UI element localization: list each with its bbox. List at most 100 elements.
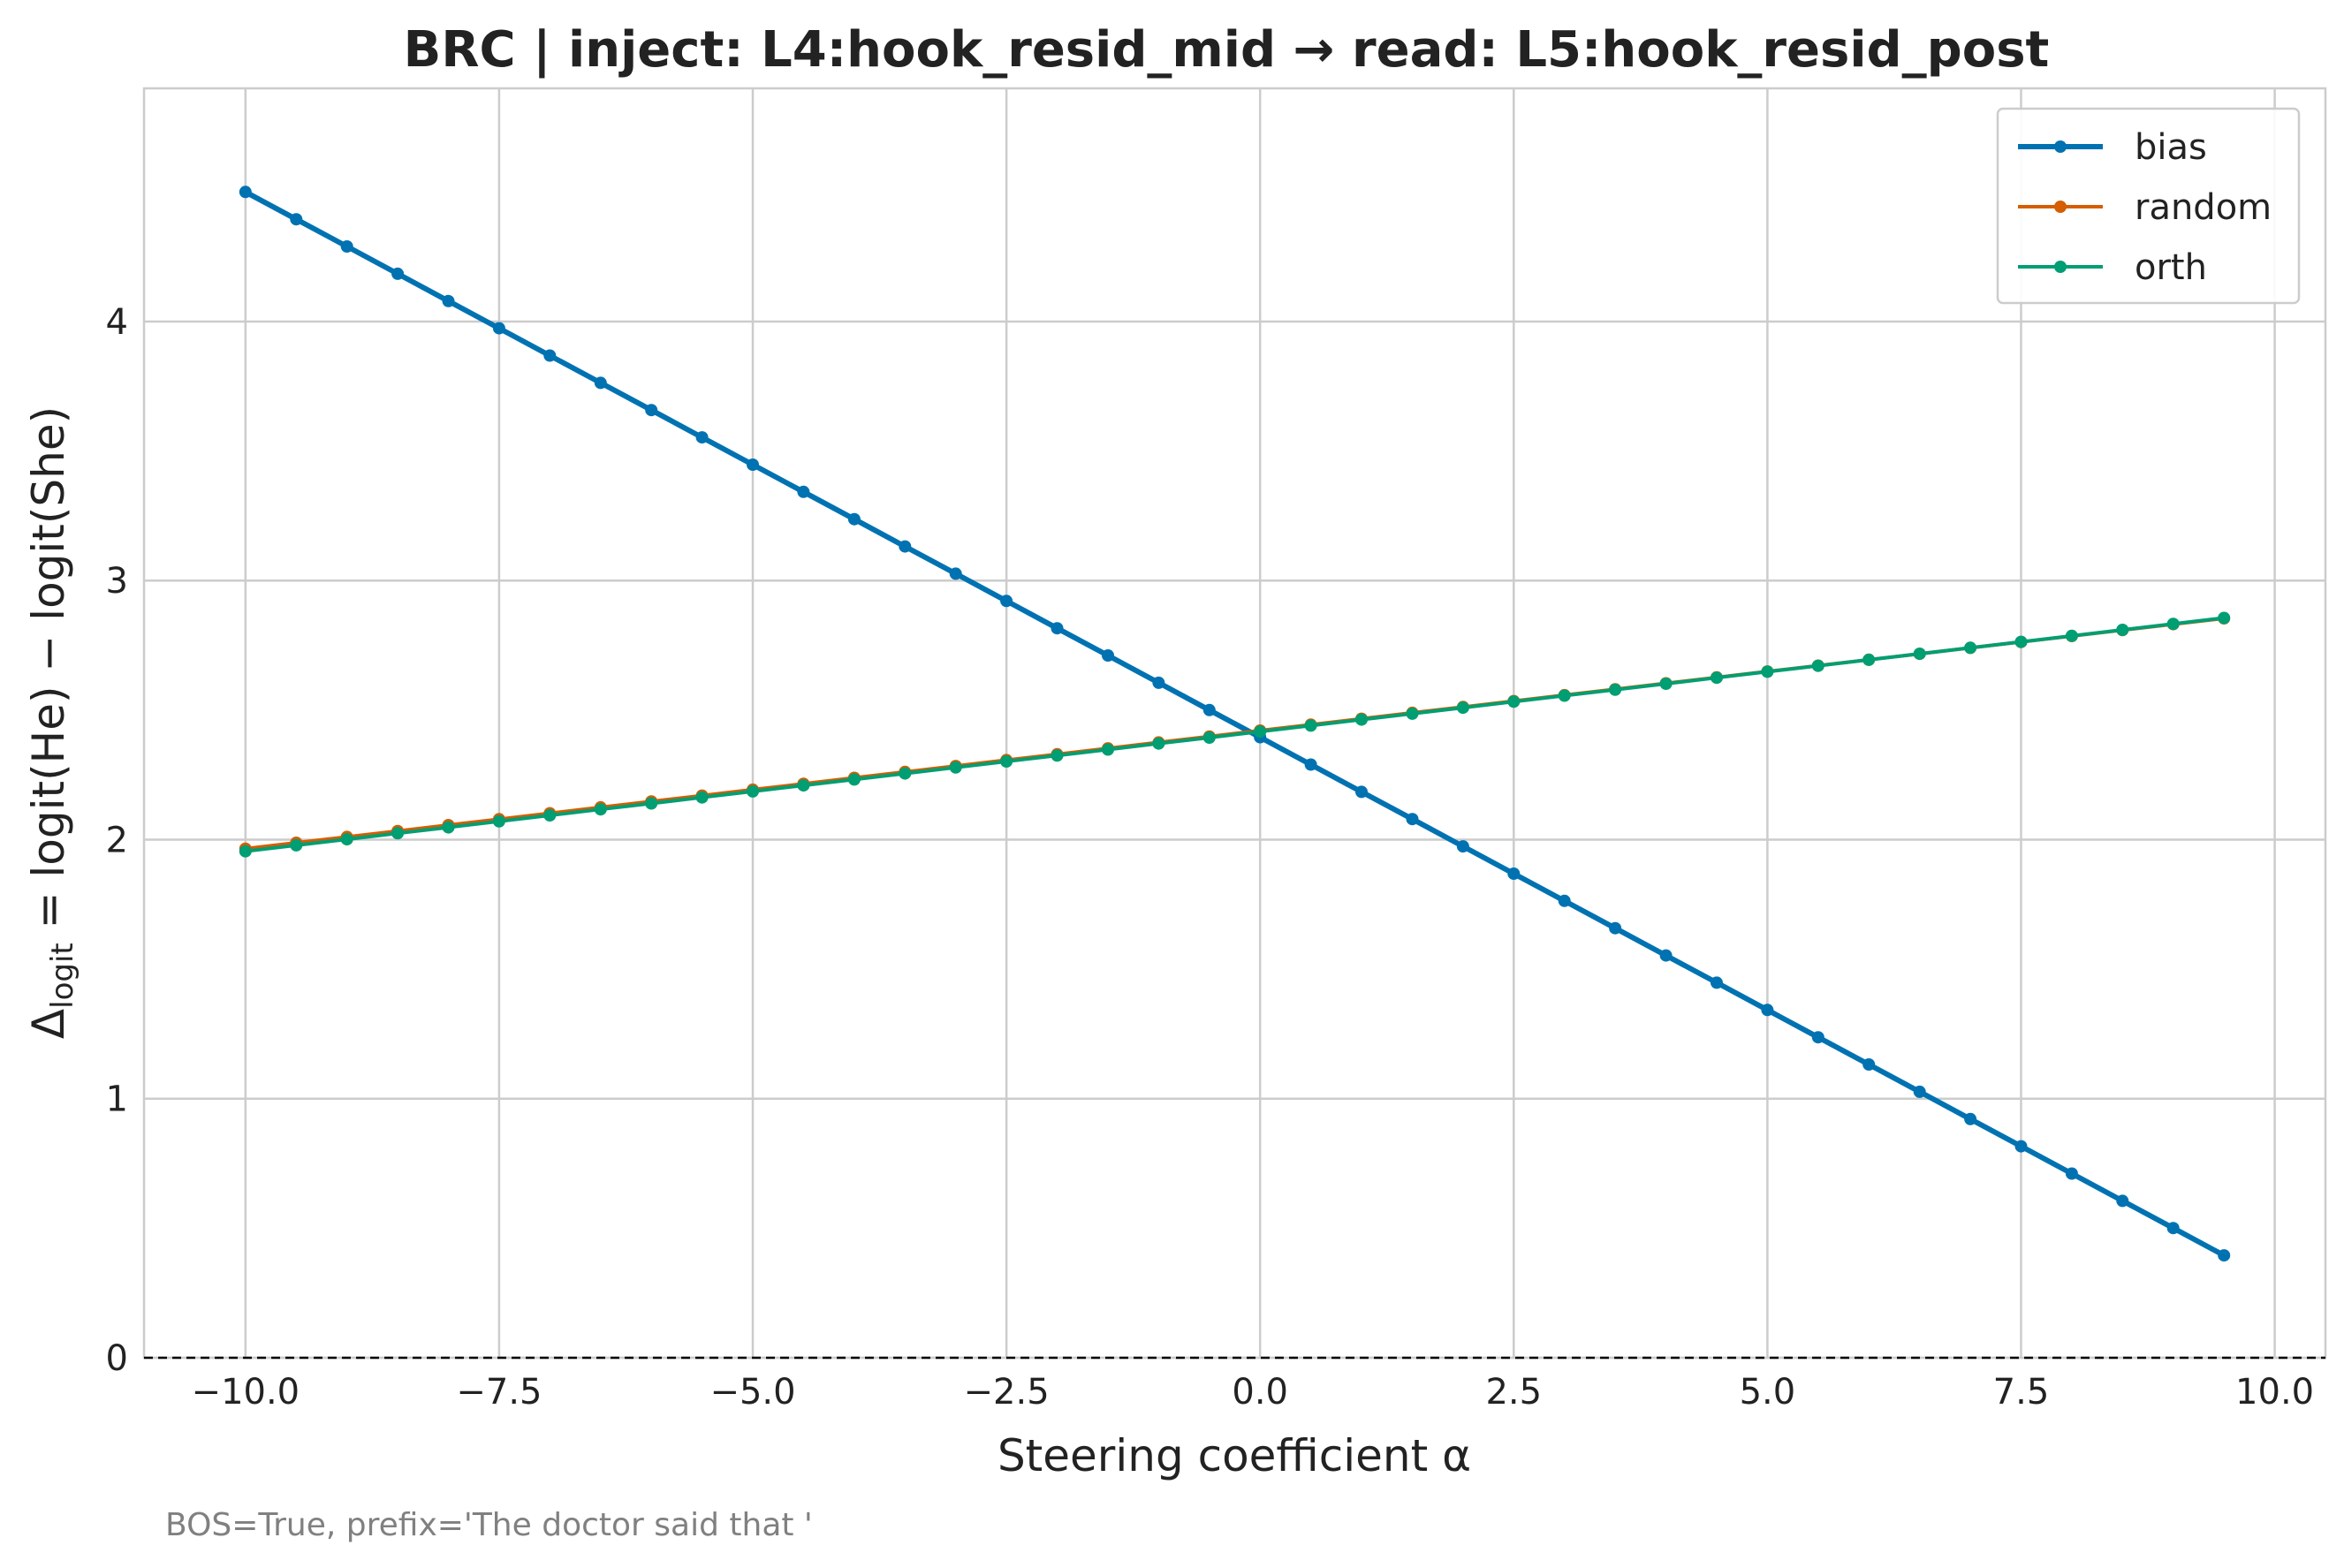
data-point-bias	[1964, 1112, 1977, 1125]
data-point-orth	[492, 814, 505, 828]
data-point-orth	[645, 797, 658, 810]
data-point-orth	[1000, 755, 1013, 768]
chart-title: BRC | inject: L4:hook_resid_mid → read: …	[404, 21, 2050, 79]
data-point-bias	[2166, 1222, 2180, 1235]
x-tick-label: −10.0	[192, 1372, 300, 1413]
data-point-orth	[1406, 707, 1419, 720]
data-point-orth	[1254, 725, 1267, 739]
data-point-bias	[1406, 813, 1419, 826]
data-point-bias	[543, 349, 557, 362]
x-tick-label: 5.0	[1740, 1372, 1796, 1413]
x-tick-label: 7.5	[1993, 1372, 2050, 1413]
data-point-orth	[290, 838, 303, 852]
y-axis-label: Δlogit = logit(He) − logit(She)	[23, 406, 80, 1039]
data-point-bias	[1102, 649, 1114, 662]
data-point-orth	[2166, 617, 2180, 631]
y-axis-label-prefix: Δ	[23, 1009, 74, 1039]
footnote: BOS=True, prefix='The doctor said that '	[165, 1507, 813, 1543]
data-point-bias	[695, 431, 709, 444]
data-point-bias	[1355, 785, 1368, 799]
x-tick-label: −5.0	[709, 1372, 795, 1413]
data-point-orth	[847, 773, 861, 786]
data-point-bias	[645, 404, 658, 417]
data-point-orth	[1811, 659, 1824, 672]
data-point-bias	[1051, 622, 1064, 635]
data-point-bias	[594, 376, 607, 390]
data-point-orth	[1964, 641, 1977, 655]
data-point-bias	[1000, 595, 1013, 608]
data-point-bias	[442, 294, 455, 307]
x-axis-ticks: −10.0 −7.5 −5.0 −2.5 0.0 2.5 5.0 7.5 10.0	[192, 1372, 2315, 1413]
legend-marker-random	[2054, 201, 2067, 213]
data-point-bias	[1711, 976, 1723, 989]
legend-label-bias: bias	[2135, 127, 2207, 168]
data-point-bias	[2065, 1167, 2078, 1180]
data-point-orth	[949, 761, 962, 774]
data-point-orth	[1456, 701, 1469, 715]
data-point-bias	[1304, 758, 1317, 771]
data-point-bias	[797, 485, 810, 498]
y-axis-label-suffix: = logit(He) − logit(She)	[23, 406, 74, 943]
data-point-orth	[797, 779, 810, 792]
data-point-orth	[543, 809, 557, 822]
data-point-bias	[1862, 1058, 1876, 1071]
legend-marker-bias	[2054, 140, 2067, 153]
data-point-orth	[1507, 695, 1521, 708]
data-point-orth	[239, 845, 252, 858]
data-point-orth	[1102, 743, 1114, 756]
data-point-bias	[1558, 894, 1571, 907]
data-point-orth	[442, 821, 455, 834]
legend-label-random: random	[2135, 187, 2272, 228]
data-point-bias	[340, 240, 353, 253]
x-tick-label: −7.5	[456, 1372, 542, 1413]
x-tick-label: 0.0	[1232, 1372, 1288, 1413]
legend-box	[1996, 107, 2301, 305]
data-point-bias	[1761, 1004, 1774, 1017]
data-point-orth	[2116, 624, 2129, 636]
y-tick-label: 4	[106, 302, 128, 343]
x-tick-label: 10.0	[2235, 1372, 2314, 1413]
data-point-orth	[1862, 653, 1876, 666]
data-point-orth	[1913, 648, 1926, 661]
data-point-orth	[2065, 629, 2078, 642]
data-point-orth	[1152, 737, 1165, 750]
data-point-orth	[1558, 689, 1571, 702]
data-point-orth	[2218, 611, 2231, 625]
data-point-orth	[2014, 635, 2028, 648]
data-point-bias	[899, 540, 912, 553]
y-tick-label: 3	[106, 561, 128, 602]
data-point-orth	[1659, 678, 1673, 690]
y-tick-label: 0	[106, 1338, 128, 1379]
data-point-bias	[949, 567, 962, 580]
data-point-bias	[239, 186, 252, 199]
data-point-bias	[290, 213, 303, 226]
data-point-bias	[1913, 1085, 1926, 1098]
data-point-orth	[1609, 683, 1622, 696]
data-point-orth	[594, 803, 607, 816]
data-point-orth	[695, 791, 709, 804]
series-line-bias	[242, 189, 2227, 1259]
data-point-orth	[1304, 719, 1317, 732]
data-point-bias	[1202, 703, 1216, 716]
data-point-bias	[492, 322, 505, 335]
data-point-bias	[391, 267, 405, 280]
data-point-orth	[1761, 665, 1774, 678]
x-tick-label: −2.5	[964, 1372, 1050, 1413]
legend-marker-orth	[2054, 261, 2067, 273]
y-tick-label: 1	[106, 1079, 128, 1120]
data-point-orth	[747, 784, 759, 798]
data-point-bias	[1609, 921, 1622, 935]
data-point-bias	[2014, 1140, 2028, 1153]
x-tick-label: 2.5	[1485, 1372, 1542, 1413]
data-point-bias	[1152, 676, 1165, 689]
x-axis-label: Steering coefficient α	[998, 1430, 1471, 1481]
data-point-orth	[1355, 713, 1368, 726]
data-point-bias	[1507, 867, 1521, 880]
data-point-bias	[2116, 1194, 2129, 1208]
data-point-orth	[899, 767, 912, 780]
data-point-bias	[2218, 1249, 2231, 1262]
data-point-bias	[747, 458, 759, 471]
data-point-bias	[1659, 949, 1673, 962]
y-axis-label-subscript: logit	[45, 943, 80, 1009]
